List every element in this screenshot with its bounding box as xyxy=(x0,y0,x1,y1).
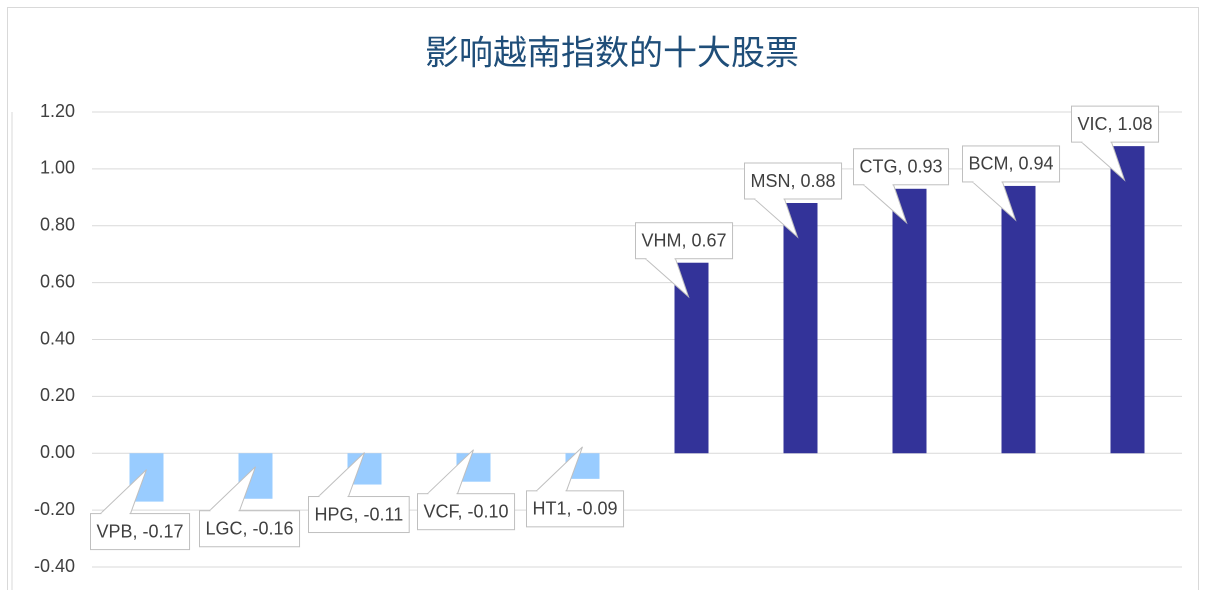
y-tick-label: 1.00 xyxy=(40,158,75,178)
data-label-box xyxy=(308,496,410,534)
data-label-box xyxy=(417,493,516,531)
data-label-text: MSN, 0.88 xyxy=(751,171,836,191)
y-tick-label: 0.80 xyxy=(40,215,75,235)
bar xyxy=(674,262,709,454)
data-label-text: CTG, 0.93 xyxy=(860,157,943,177)
data-label-box xyxy=(962,145,1061,183)
y-tick-label: -0.40 xyxy=(34,556,75,576)
data-label-text: HT1, -0.09 xyxy=(533,499,618,519)
data-label-text: VCF, -0.10 xyxy=(424,501,509,521)
bar xyxy=(892,188,927,454)
data-label-box xyxy=(853,148,950,186)
y-tick-label: 0.00 xyxy=(40,442,75,462)
y-tick-label: 1.20 xyxy=(40,101,75,121)
bar xyxy=(1001,185,1036,454)
data-label-box xyxy=(90,513,191,551)
data-label-text: VHM, 0.67 xyxy=(642,230,727,250)
data-label-text: HPG, -0.11 xyxy=(315,504,404,524)
data-label-text: LGC, -0.16 xyxy=(206,519,294,539)
y-tick-label: 0.60 xyxy=(40,271,75,291)
y-tick-label: 0.20 xyxy=(40,385,75,405)
bar xyxy=(783,203,818,454)
data-label-text: BCM, 0.94 xyxy=(969,154,1054,174)
data-label-box xyxy=(526,490,625,528)
data-label-box xyxy=(635,222,734,260)
data-label-text: VIC, 1.08 xyxy=(1078,114,1153,134)
data-label-box xyxy=(744,162,843,200)
chart-title: 影响越南指数的十大股票 xyxy=(425,34,799,74)
data-label-text: VPB, -0.17 xyxy=(97,521,184,541)
data-label-box xyxy=(199,510,301,548)
y-tick-label: 0.40 xyxy=(40,328,75,348)
data-label-box xyxy=(1071,105,1160,143)
bar xyxy=(1110,146,1145,454)
y-tick-label: -0.20 xyxy=(34,499,75,519)
